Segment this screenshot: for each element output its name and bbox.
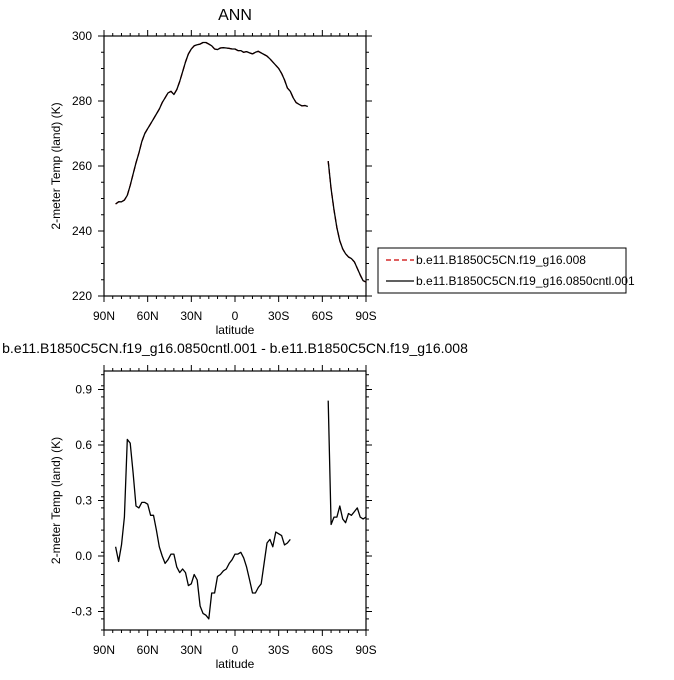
y-tick-label: 0.0 bbox=[75, 549, 92, 563]
series-line-0-segment-1 bbox=[327, 161, 367, 283]
series-line-0-segment-1 bbox=[327, 400, 367, 526]
x-tick-label: 30N bbox=[180, 643, 202, 657]
x-tick-label: 60N bbox=[137, 309, 159, 323]
y-tick-label: 280 bbox=[72, 94, 92, 108]
legend-box bbox=[377, 247, 627, 294]
y-tick-label: 240 bbox=[72, 224, 92, 238]
y-tick-label: 220 bbox=[72, 289, 92, 303]
x-axis-label: latitude bbox=[216, 657, 255, 671]
x-tick-label: 30S bbox=[268, 643, 289, 657]
y-tick-label: 0.3 bbox=[75, 494, 92, 508]
series-line-0-segment-0 bbox=[115, 41, 309, 205]
x-tick-label: 60S bbox=[312, 643, 333, 657]
plot-frame bbox=[103, 35, 367, 297]
x-tick-label: 30N bbox=[180, 309, 202, 323]
y-tick-label: -0.3 bbox=[71, 605, 92, 619]
y-tick-label: 0.9 bbox=[75, 383, 92, 397]
plot-frame bbox=[103, 370, 367, 631]
legend-label: b.e11.B1850C5CN.f19_g16.0850cntl.001 bbox=[416, 274, 635, 288]
chart-title: b.e11.B1850C5CN.f19_g16.0850cntl.001 - b… bbox=[2, 340, 468, 356]
top-line-chart: ANN 90N 60N 30N 0 30S 60S 90S 220 240 260 280 300 lat… bbox=[49, 7, 635, 337]
x-tick-label: 0 bbox=[232, 643, 239, 657]
chart-title: ANN bbox=[218, 7, 252, 24]
y-axis-label: 2-meter Temp (land) (K) bbox=[49, 437, 63, 564]
x-tick-label: 90N bbox=[93, 643, 115, 657]
x-tick-label: 60N bbox=[137, 643, 159, 657]
x-tick-label: 60S bbox=[312, 309, 333, 323]
bottom-difference-chart: b.e11.B1850C5CN.f19_g16.0850cntl.001 - b… bbox=[2, 340, 468, 671]
x-tick-label: 30S bbox=[268, 309, 289, 323]
x-tick-label: 0 bbox=[232, 309, 239, 323]
y-tick-label: 260 bbox=[72, 159, 92, 173]
y-axis-label: 2-meter Temp (land) (K) bbox=[49, 102, 63, 229]
legend-label: b.e11.B1850C5CN.f19_g16.008 bbox=[416, 253, 586, 267]
series-line-1-segment-1 bbox=[327, 161, 367, 283]
x-tick-label: 90N bbox=[93, 309, 115, 323]
y-tick-label: 300 bbox=[72, 29, 92, 43]
x-axis-label: latitude bbox=[216, 323, 255, 337]
x-tick-label: 90S bbox=[355, 643, 376, 657]
x-tick-label: 90S bbox=[355, 309, 376, 323]
series-line-0-segment-0 bbox=[114, 438, 291, 620]
series-line-1-segment-0 bbox=[115, 41, 309, 205]
y-tick-label: 0.6 bbox=[75, 438, 92, 452]
